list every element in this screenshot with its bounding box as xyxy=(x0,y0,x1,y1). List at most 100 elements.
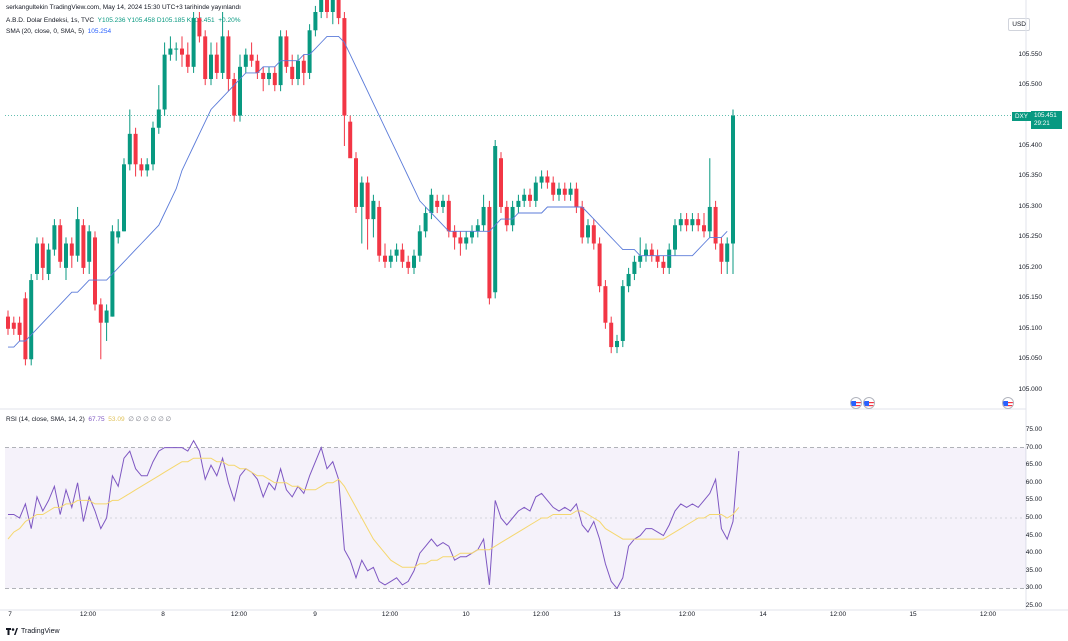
price-tick-label: 105.350 xyxy=(1018,172,1043,180)
candle xyxy=(122,158,126,232)
candle xyxy=(591,219,596,250)
candle xyxy=(707,158,712,238)
candle xyxy=(673,219,677,256)
candle-body xyxy=(406,261,411,268)
candle-body xyxy=(75,219,80,256)
candle-body xyxy=(238,66,242,116)
candle-body xyxy=(702,225,706,232)
candle xyxy=(98,298,103,360)
candle-body xyxy=(551,182,556,195)
currency-button[interactable]: USD xyxy=(1008,18,1030,31)
candle xyxy=(557,182,561,201)
us-event-flag-icon[interactable] xyxy=(850,397,862,409)
candle xyxy=(377,200,382,262)
candle xyxy=(29,273,34,366)
candle xyxy=(435,194,440,214)
candle-body xyxy=(330,0,335,12)
sma-value: 105.254 xyxy=(87,28,112,35)
candle xyxy=(6,310,10,335)
candle-body xyxy=(667,249,672,268)
candle-body xyxy=(64,243,68,268)
time-tick-label: 8 xyxy=(161,611,165,618)
candle-body xyxy=(191,18,196,67)
candle-body xyxy=(383,255,387,262)
rsi-tick-label: 55.00 xyxy=(1025,496,1042,504)
candle xyxy=(325,0,329,19)
candle xyxy=(133,127,138,177)
symbol-legend[interactable]: A.B.D. Dolar Endeksi, 1s, TVC Y105.236 Y… xyxy=(6,17,241,24)
candle xyxy=(197,12,202,43)
time-tick-label: 12:00 xyxy=(979,611,997,618)
footer-brand[interactable]: TradingView xyxy=(6,628,60,635)
tradingview-logo-icon xyxy=(6,628,18,635)
candle-body xyxy=(307,30,312,73)
candle-body xyxy=(475,225,480,232)
candle xyxy=(145,158,150,177)
candle xyxy=(284,30,289,73)
symbol-tag: DXY xyxy=(1012,112,1031,121)
candle xyxy=(400,243,405,268)
candle xyxy=(243,48,248,73)
sma-line xyxy=(8,35,728,348)
rsi-tick-label: 40.00 xyxy=(1025,549,1042,557)
candle xyxy=(371,194,376,238)
candle-body xyxy=(516,200,521,207)
candle-body xyxy=(69,243,74,256)
candle xyxy=(510,200,515,232)
candle-body xyxy=(162,54,167,110)
candle xyxy=(539,170,544,189)
price-tick-label: 105.500 xyxy=(1018,81,1043,89)
candle xyxy=(64,237,68,281)
price-tick-label: 105.050 xyxy=(1018,355,1043,363)
candle-body xyxy=(464,237,469,244)
rsi-tick-label: 70.00 xyxy=(1025,443,1042,451)
rsi-legend[interactable]: RSI (14, close, SMA, 14, 2) 67.75 53.09 … xyxy=(6,415,171,423)
candle xyxy=(609,316,614,354)
change-value: +0.20% xyxy=(218,17,241,24)
candle xyxy=(139,158,144,177)
candle xyxy=(412,249,416,274)
candle-body xyxy=(104,310,109,323)
candle xyxy=(481,194,486,232)
candle xyxy=(644,243,648,262)
candle xyxy=(238,54,242,122)
candle xyxy=(713,200,718,250)
candle xyxy=(40,237,45,281)
candle-body xyxy=(87,231,92,262)
candle xyxy=(365,176,370,250)
candle-body xyxy=(168,48,173,55)
candle xyxy=(678,213,683,232)
candle-body xyxy=(243,54,248,67)
candle-body xyxy=(359,182,364,207)
time-tick-label: 12:00 xyxy=(829,611,847,618)
rsi-tick-label: 60.00 xyxy=(1025,478,1042,486)
candle xyxy=(504,200,509,232)
candle-body xyxy=(197,18,202,37)
rsi-tick-label: 35.00 xyxy=(1025,566,1042,574)
candle xyxy=(116,219,121,244)
candle-body xyxy=(412,255,416,268)
sma-legend[interactable]: SMA (20, close, 0, SMA, 5) 105.254 xyxy=(6,28,111,35)
us-event-flag-icon[interactable] xyxy=(863,397,875,409)
candle xyxy=(568,182,573,201)
candle xyxy=(336,0,341,25)
candle-body xyxy=(591,225,596,244)
candle-body xyxy=(684,219,689,226)
candle xyxy=(464,231,469,250)
time-tick-label: 15 xyxy=(909,611,917,618)
candle-body xyxy=(220,36,225,73)
rsi-tick-label: 65.00 xyxy=(1025,461,1042,469)
candle xyxy=(261,66,266,92)
candle-body xyxy=(313,12,318,31)
rsi-tick-label: 45.00 xyxy=(1025,531,1042,539)
candle xyxy=(615,334,619,354)
candle-body xyxy=(377,206,382,256)
rsi-ma-line xyxy=(7,457,740,568)
price-tick-label: 105.100 xyxy=(1018,324,1043,332)
candle-body xyxy=(301,60,306,73)
candle-body xyxy=(661,261,666,268)
candle xyxy=(180,36,184,67)
candle-body xyxy=(174,48,179,50)
us-event-flag-icon[interactable] xyxy=(1002,397,1014,409)
